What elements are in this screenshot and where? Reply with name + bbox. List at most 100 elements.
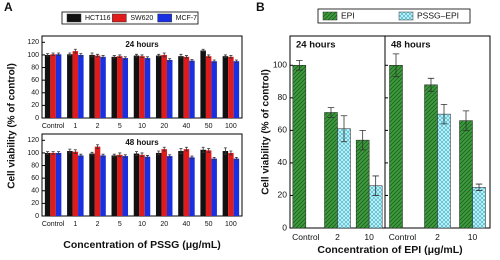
x-tick-label: 50 — [205, 221, 213, 228]
bar — [78, 54, 84, 118]
error-bar — [190, 58, 194, 63]
x-tick-label: 10 — [364, 232, 374, 242]
error-bar — [140, 152, 144, 158]
legend-swatch — [112, 13, 127, 23]
y-tick-label: 0 — [35, 115, 39, 122]
error-bar — [207, 54, 211, 58]
legend-swatch — [157, 13, 172, 23]
bar — [211, 61, 217, 118]
y-tick-label: 100 — [27, 52, 39, 59]
error-bar — [135, 53, 138, 58]
error-bar — [68, 148, 72, 154]
panel-title: 48 hours — [125, 138, 159, 147]
x-tick-label: 1 — [73, 221, 77, 228]
bar — [133, 153, 140, 216]
x-tick-label: Control — [42, 221, 65, 228]
legend-swatch — [322, 11, 338, 21]
error-bar — [190, 155, 194, 159]
bar — [117, 154, 123, 216]
bar — [205, 56, 212, 118]
error-bar — [427, 77, 435, 92]
error-bar — [118, 152, 122, 158]
error-bar — [112, 55, 116, 59]
y-tick-label: 40 — [31, 188, 39, 195]
error-bar — [123, 154, 127, 158]
bar — [324, 112, 338, 229]
bar — [459, 120, 473, 229]
error-bar — [392, 53, 400, 78]
x-tick-label: Control — [389, 232, 417, 242]
bar — [233, 61, 240, 118]
error-bar — [57, 52, 61, 56]
error-bar — [112, 153, 116, 158]
bar — [50, 152, 56, 216]
bar — [437, 113, 451, 229]
error-bar — [135, 151, 138, 156]
bar — [67, 151, 73, 216]
bar — [200, 149, 206, 216]
y-tick-label: 20 — [278, 190, 288, 200]
legend-swatch — [66, 13, 82, 23]
x-tick-label: 100 — [225, 123, 237, 130]
y-tick-label: 20 — [31, 102, 39, 109]
bar — [50, 54, 56, 118]
x-tick-label: Control — [292, 232, 320, 242]
error-bar — [57, 151, 61, 155]
bar — [111, 155, 118, 216]
bar — [44, 54, 51, 118]
panel-title: 24 hours — [125, 40, 159, 49]
error-bar — [340, 115, 348, 143]
bar — [472, 187, 486, 229]
bar — [139, 154, 145, 216]
x-tick-label: 100 — [225, 221, 237, 228]
bar — [72, 51, 79, 119]
x-tick-label: 2 — [435, 232, 440, 242]
x-tick-label: 40 — [183, 123, 191, 130]
y-axis-label: Cell viability (% of control) — [261, 69, 272, 195]
error-bar — [90, 151, 94, 156]
bar — [55, 152, 62, 216]
x-tick-label: 10 — [138, 221, 146, 228]
y-tick-label: 80 — [31, 162, 39, 169]
error-bar — [46, 151, 50, 155]
error-bar — [96, 53, 100, 58]
y-tick-label: 20 — [31, 200, 39, 207]
error-bar — [51, 52, 55, 56]
error-bar — [146, 155, 149, 159]
bar — [178, 151, 184, 216]
legend-label: EPI — [341, 10, 355, 20]
x-tick-label: 50 — [205, 123, 213, 130]
bar — [233, 158, 240, 216]
bar — [424, 84, 438, 229]
error-bar — [73, 48, 77, 54]
error-bar — [101, 55, 105, 59]
error-bar — [201, 48, 205, 53]
bar — [211, 158, 217, 216]
legend-box — [317, 8, 471, 24]
error-bar — [201, 146, 205, 153]
error-bar — [327, 107, 335, 118]
error-bar — [440, 103, 448, 125]
x-tick-label: 20 — [160, 123, 168, 130]
x-axis-label: Concentration of EPI (μg/mL) — [317, 244, 462, 256]
legend-swatch — [398, 11, 414, 21]
bar — [100, 56, 106, 118]
error-bar — [101, 153, 105, 158]
y-tick-label: 80 — [31, 64, 39, 71]
error-bar — [157, 150, 161, 156]
y-tick-label: 120 — [27, 39, 39, 46]
panel-title: 48 hours — [391, 40, 431, 51]
x-tick-label: 5 — [118, 123, 122, 130]
legend-label: MCF-7 — [176, 15, 197, 22]
bar — [155, 152, 162, 216]
error-bar — [168, 154, 172, 158]
error-bar — [223, 147, 227, 155]
bar — [200, 50, 206, 118]
error-bar — [73, 149, 77, 154]
bar — [89, 54, 95, 118]
y-tick-label: 120 — [27, 137, 39, 144]
bar — [139, 56, 145, 118]
x-tick-label: 20 — [160, 221, 168, 228]
x-tick-label: 2 — [96, 123, 100, 130]
x-tick-label: 10 — [468, 232, 478, 242]
